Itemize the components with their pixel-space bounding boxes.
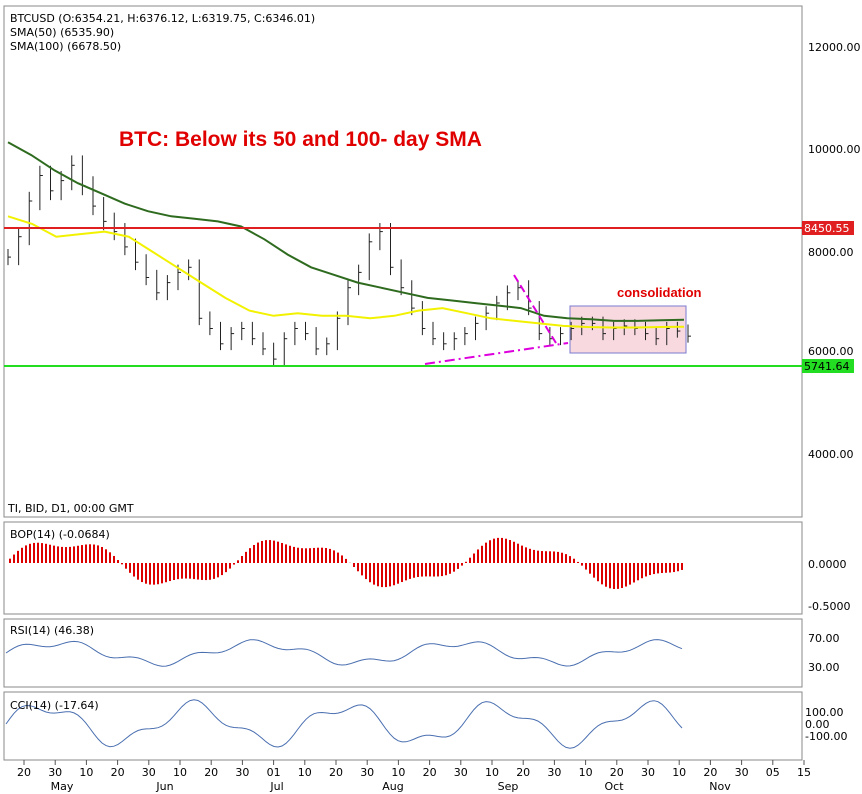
y-tick-12000: 12000.00 bbox=[808, 41, 861, 54]
x-month-label: May bbox=[51, 780, 74, 793]
x-tick-label: 20 bbox=[111, 766, 125, 779]
y-tick-4000: 4000.00 bbox=[808, 448, 854, 461]
x-tick-label: 20 bbox=[17, 766, 31, 779]
bop-tick-neg05: -0.5000 bbox=[808, 600, 850, 613]
x-tick-label: 10 bbox=[579, 766, 593, 779]
x-tick-label: 30 bbox=[641, 766, 655, 779]
triangle-lower-trendline bbox=[424, 342, 569, 365]
bop-label: BOP(14) (-0.0684) bbox=[10, 528, 110, 541]
x-tick-label: 20 bbox=[703, 766, 717, 779]
symbol-info: BTCUSD (O:6354.21, H:6376.12, L:6319.75,… bbox=[10, 12, 315, 25]
x-month-label: Oct bbox=[604, 780, 624, 793]
x-tick-label: 10 bbox=[298, 766, 312, 779]
cci-label: CCI(14) (-17.64) bbox=[10, 699, 99, 712]
triangle-upper-trendline bbox=[513, 274, 557, 344]
main-panel-frame bbox=[3, 5, 803, 518]
sma50-legend: SMA(50) (6535.90) bbox=[10, 26, 114, 39]
resistance-price-label: 8450.55 bbox=[804, 222, 850, 235]
sma100-legend: SMA(100) (6678.50) bbox=[10, 40, 121, 53]
x-tick-label: 20 bbox=[329, 766, 343, 779]
x-tick-label: 10 bbox=[485, 766, 499, 779]
x-tick-label: 10 bbox=[173, 766, 187, 779]
rsi-tick-70: 70.00 bbox=[808, 632, 840, 645]
x-tick-label: 15 bbox=[797, 766, 811, 779]
x-tick-label: 30 bbox=[360, 766, 374, 779]
cci-tick-0: 0.00 bbox=[805, 718, 830, 731]
support-price-label: 5741.64 bbox=[804, 360, 850, 373]
x-month-label: Aug bbox=[382, 780, 403, 793]
bop-tick-0: 0.0000 bbox=[808, 558, 847, 571]
x-tick-label: 10 bbox=[672, 766, 686, 779]
x-tick-label: 10 bbox=[391, 766, 405, 779]
resistance-price-tag bbox=[802, 221, 854, 235]
x-tick-label: 10 bbox=[79, 766, 93, 779]
rsi-line bbox=[5, 639, 683, 667]
consolidation-label: consolidation bbox=[617, 285, 702, 300]
x-month-label: Jul bbox=[269, 780, 283, 793]
x-tick-label: 20 bbox=[610, 766, 624, 779]
sma50-line bbox=[7, 141, 685, 322]
main-y-axis: 12000.00 10000.00 8000.00 6000.00 4000.0… bbox=[808, 41, 861, 461]
x-month-label: Nov bbox=[709, 780, 731, 793]
x-tick-label: 30 bbox=[48, 766, 62, 779]
consolidation-box bbox=[569, 305, 687, 354]
rsi-label: RSI(14) (46.38) bbox=[10, 624, 94, 637]
cci-tick-100: 100.00 bbox=[805, 706, 844, 719]
x-tick-label: 30 bbox=[235, 766, 249, 779]
cci-panel-frame bbox=[3, 691, 803, 761]
x-tick-label: 30 bbox=[547, 766, 561, 779]
y-tick-8000: 8000.00 bbox=[808, 246, 854, 259]
x-tick-label: 05 bbox=[766, 766, 780, 779]
footer-info: TI, BID, D1, 00:00 GMT bbox=[7, 502, 134, 515]
x-tick-label: 20 bbox=[423, 766, 437, 779]
x-tick-label: 30 bbox=[454, 766, 468, 779]
bop-histogram bbox=[9, 537, 683, 590]
sma100-line bbox=[7, 215, 685, 329]
chart-headline: BTC: Below its 50 and 100- day SMA bbox=[119, 128, 482, 151]
cci-tick-neg100: -100.00 bbox=[805, 730, 847, 743]
x-tick-label: 30 bbox=[735, 766, 749, 779]
x-tick-label: 30 bbox=[142, 766, 156, 779]
x-tick-label: 20 bbox=[204, 766, 218, 779]
x-tick-label: 01 bbox=[267, 766, 281, 779]
rsi-panel-frame bbox=[3, 618, 803, 688]
y-tick-6000: 6000.00 bbox=[808, 345, 854, 358]
x-month-label: Jun bbox=[155, 780, 173, 793]
x-axis: 20 30 10 20 30 10 20 30 01 10 20 30 10 20 30 10 20 30 10 20… bbox=[17, 760, 811, 793]
support-price-tag bbox=[802, 359, 854, 373]
cci-line bbox=[5, 699, 683, 749]
rsi-tick-30: 30.00 bbox=[808, 661, 840, 674]
x-month-label: Sep bbox=[498, 780, 519, 793]
y-tick-10000: 10000.00 bbox=[808, 143, 861, 156]
x-tick-label: 20 bbox=[516, 766, 530, 779]
